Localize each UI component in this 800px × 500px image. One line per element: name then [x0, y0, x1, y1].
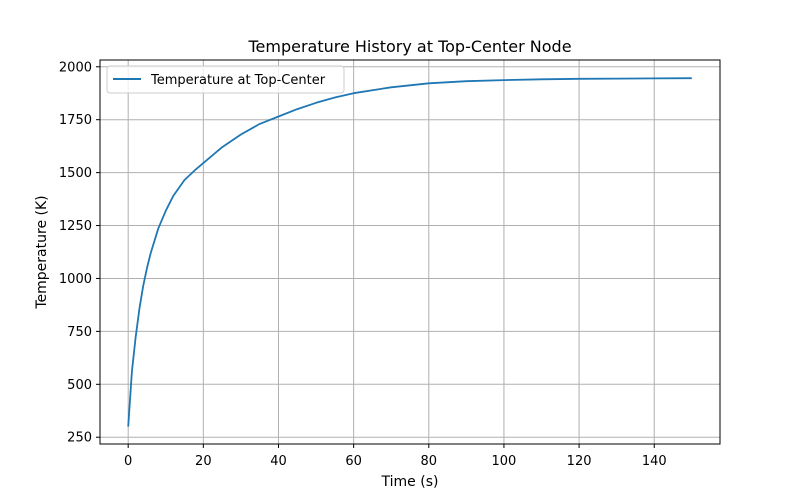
y-tick-label: 1750	[59, 113, 92, 128]
chart-title: Temperature History at Top-Center Node	[247, 37, 571, 56]
x-tick-label: 40	[270, 454, 287, 469]
x-axis-label: Time (s)	[381, 474, 439, 490]
axis-ticks: 0 20 40 60 80 100 120 140 250 500 750 1000 1250 1500 1…	[59, 60, 667, 469]
series-line-temperature	[127, 77, 692, 427]
legend-box	[106, 65, 345, 94]
y-tick-label: 1250	[59, 219, 92, 234]
series-layer	[127, 77, 692, 427]
x-tick-label: 140	[642, 454, 667, 469]
legend: Temperature at Top-Center	[106, 65, 345, 94]
y-tick-label: 1500	[59, 166, 92, 181]
y-tick-label: 2000	[59, 60, 92, 75]
x-tick-label: 100	[492, 454, 517, 469]
y-tick-label: 750	[67, 325, 92, 340]
x-tick-label: 0	[124, 454, 132, 469]
y-axis-label: Temperature (K)	[34, 195, 50, 309]
legend-label: Temperature at Top-Center	[150, 73, 326, 88]
y-tick-label: 250	[67, 431, 92, 446]
y-tick-label: 1000	[59, 272, 92, 287]
x-tick-label: 80	[421, 454, 438, 469]
x-tick-label: 20	[195, 454, 212, 469]
x-tick-label: 120	[567, 454, 592, 469]
grid-lines	[100, 60, 720, 444]
y-tick-label: 500	[67, 378, 92, 393]
plot-area-frame	[99, 59, 721, 445]
x-tick-label: 60	[345, 454, 362, 469]
